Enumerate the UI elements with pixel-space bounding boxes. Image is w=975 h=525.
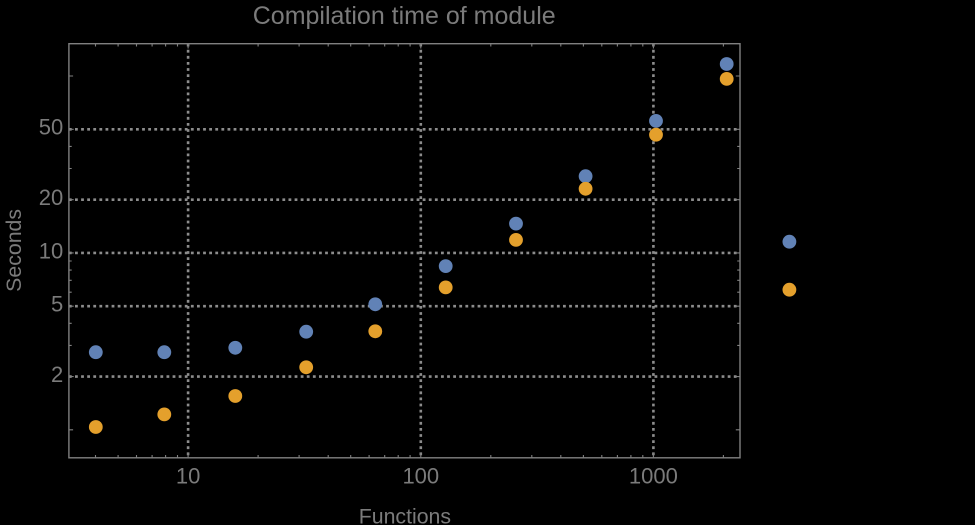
- svg-text:2: 2: [51, 362, 63, 387]
- svg-text:Compilation time of module: Compilation time of module: [253, 2, 556, 30]
- svg-text:Seconds: Seconds: [2, 209, 26, 292]
- svg-text:10: 10: [39, 238, 63, 263]
- svg-text:10: 10: [176, 464, 200, 489]
- svg-text:50: 50: [39, 115, 63, 140]
- svg-text:Functions: Functions: [359, 504, 451, 525]
- svg-text:1000: 1000: [629, 464, 678, 489]
- svg-text:100: 100: [402, 464, 439, 489]
- svg-text:5: 5: [51, 292, 63, 317]
- svg-text:20: 20: [39, 185, 63, 210]
